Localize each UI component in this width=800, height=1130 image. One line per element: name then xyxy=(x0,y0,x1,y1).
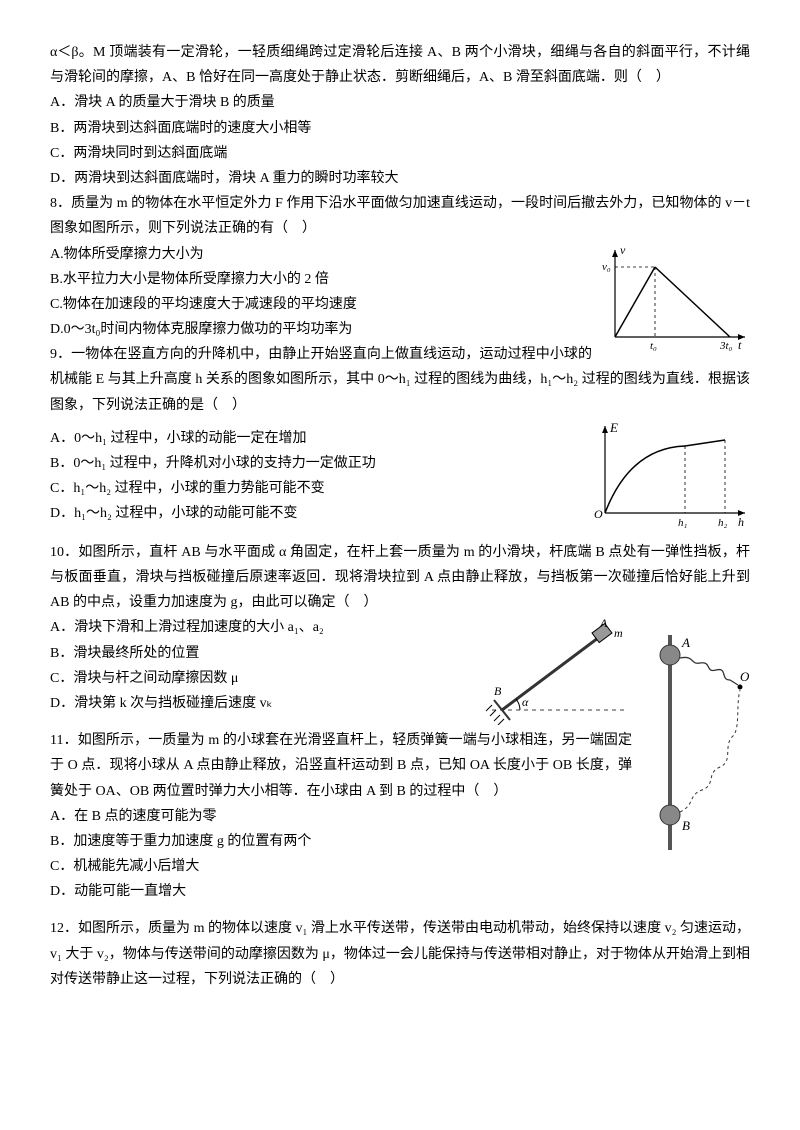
fig-spring-rod: A B O xyxy=(640,625,750,855)
h-axis-label: h xyxy=(738,515,744,528)
spring-A-label: A xyxy=(681,635,690,650)
t-axis-label: t xyxy=(738,338,742,352)
rod-B-label: B xyxy=(494,684,502,698)
q7-opt-a: A．滑块 A 的质量大于滑块 B 的质量 xyxy=(50,90,750,115)
q8-stem: 8．质量为 m 的物体在水平恒定外力 F 作用下沿水平面做匀加速直线运动，一段时… xyxy=(50,191,750,241)
q7-opt-c: C．两滑块同时到达斜面底端 xyxy=(50,141,750,166)
q10-stem: 10．如图所示，直杆 AB 与水平面成 α 角固定，在杆上套一质量为 m 的小滑… xyxy=(50,540,750,616)
q7-stem: α＜β。M 顶端装有一定滑轮，一轻质细绳跨过定滑轮后连接 A、B 两个小滑块，细… xyxy=(50,40,750,90)
q9-stem: 9．一物体在竖直方向的升降机中，由静止开始竖直向上做直线运动，运动过程中小球的机… xyxy=(50,342,750,418)
spring-B-label: B xyxy=(682,818,690,833)
q12-stem: 12．如图所示，质量为 m 的物体以速度 v₁ 滑上水平传送带，传送带由电动机带… xyxy=(50,916,750,992)
v0-label: v₀ xyxy=(602,261,611,273)
t0-label: t₀ xyxy=(650,340,657,352)
fig-eh-graph: E h O h₁ h₂ xyxy=(590,418,750,528)
q11-opt-d: D．动能可能一直增大 xyxy=(50,879,750,904)
h1-label: h₁ xyxy=(678,517,688,528)
spring-O-label: O xyxy=(740,669,750,684)
t3-label: 3t₀ xyxy=(719,340,733,352)
q7-opt-b: B．两滑块到达斜面底端时的速度大小相等 xyxy=(50,116,750,141)
alpha-label: α xyxy=(522,695,529,709)
q7-opt-d: D．两滑块到达斜面底端时，滑块 A 重力的瞬时功率较大 xyxy=(50,166,750,191)
rod-m-label: m xyxy=(614,626,623,640)
fig-inclined-rod: α A m B xyxy=(472,615,632,725)
fig-vt-graph: v t v₀ t₀ 3t₀ xyxy=(600,242,750,352)
O-label: O xyxy=(594,507,603,521)
v-axis-label: v xyxy=(620,243,626,257)
E-axis-label: E xyxy=(609,420,618,435)
rod-A-label: A xyxy=(599,616,608,630)
q11-opt-c: C．机械能先减小后增大 xyxy=(50,854,750,879)
h2-label: h₂ xyxy=(718,517,728,528)
